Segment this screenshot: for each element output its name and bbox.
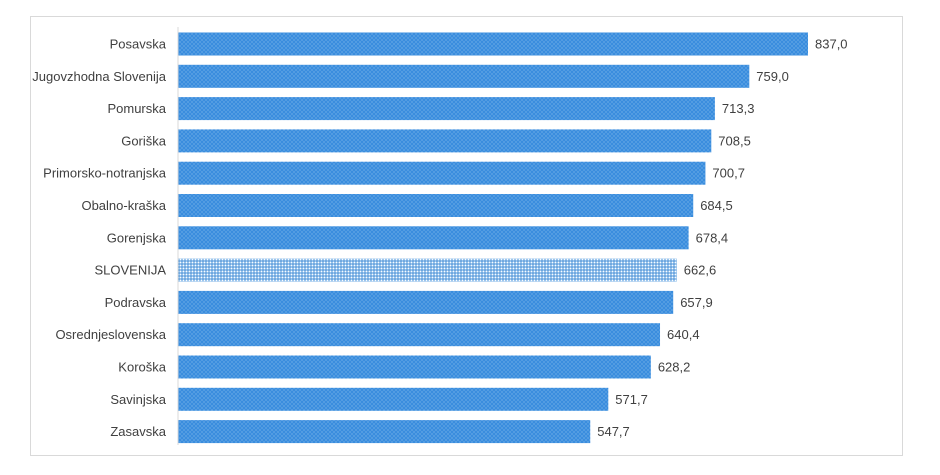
bar xyxy=(178,226,689,250)
value-label: 708,5 xyxy=(718,133,751,148)
category-label: Posavska xyxy=(110,37,167,52)
category-label: Pomurska xyxy=(107,101,166,116)
value-label: 662,6 xyxy=(684,263,717,278)
value-label: 628,2 xyxy=(658,360,691,375)
category-label: Savinjska xyxy=(110,392,166,407)
bar xyxy=(178,161,706,185)
category-label: Osrednjeslovenska xyxy=(55,327,166,342)
value-label: 547,7 xyxy=(597,424,630,439)
category-label: Obalno-kraška xyxy=(81,198,166,213)
value-label: 640,4 xyxy=(667,327,700,342)
category-label: Primorsko-notranjska xyxy=(43,166,167,181)
value-label: 700,7 xyxy=(712,166,745,181)
category-label: Goriška xyxy=(121,133,167,148)
bars-layer: Posavska 837,0 Jugovzhodna Slovenija 759,0 P… xyxy=(32,27,848,445)
bar-highlight xyxy=(178,258,677,282)
bar xyxy=(178,194,694,217)
bar xyxy=(178,290,674,314)
value-label: 678,4 xyxy=(696,230,729,245)
bar xyxy=(178,323,661,347)
value-label: 684,5 xyxy=(700,198,733,213)
bar xyxy=(178,64,750,88)
value-label: 713,3 xyxy=(722,101,755,116)
category-label: Koroška xyxy=(118,360,166,375)
bar xyxy=(178,97,715,121)
value-label: 657,9 xyxy=(680,295,713,310)
bar xyxy=(178,420,591,444)
category-label: Jugovzhodna Slovenija xyxy=(32,69,166,84)
category-label: Gorenjska xyxy=(107,230,167,245)
chart-frame: Posavska 837,0 Jugovzhodna Slovenija 759,0 P… xyxy=(30,16,903,456)
bar-chart: Posavska 837,0 Jugovzhodna Slovenija 759,0 P… xyxy=(32,27,848,445)
category-label: Zasavska xyxy=(110,424,166,439)
category-label: Podravska xyxy=(105,295,167,310)
bar xyxy=(178,32,808,56)
value-label: 571,7 xyxy=(615,392,648,407)
bar xyxy=(178,129,712,153)
bar xyxy=(178,355,651,379)
value-label: 759,0 xyxy=(756,69,789,84)
bar xyxy=(178,387,609,411)
value-label: 837,0 xyxy=(815,37,848,52)
category-label: SLOVENIJA xyxy=(94,263,166,278)
